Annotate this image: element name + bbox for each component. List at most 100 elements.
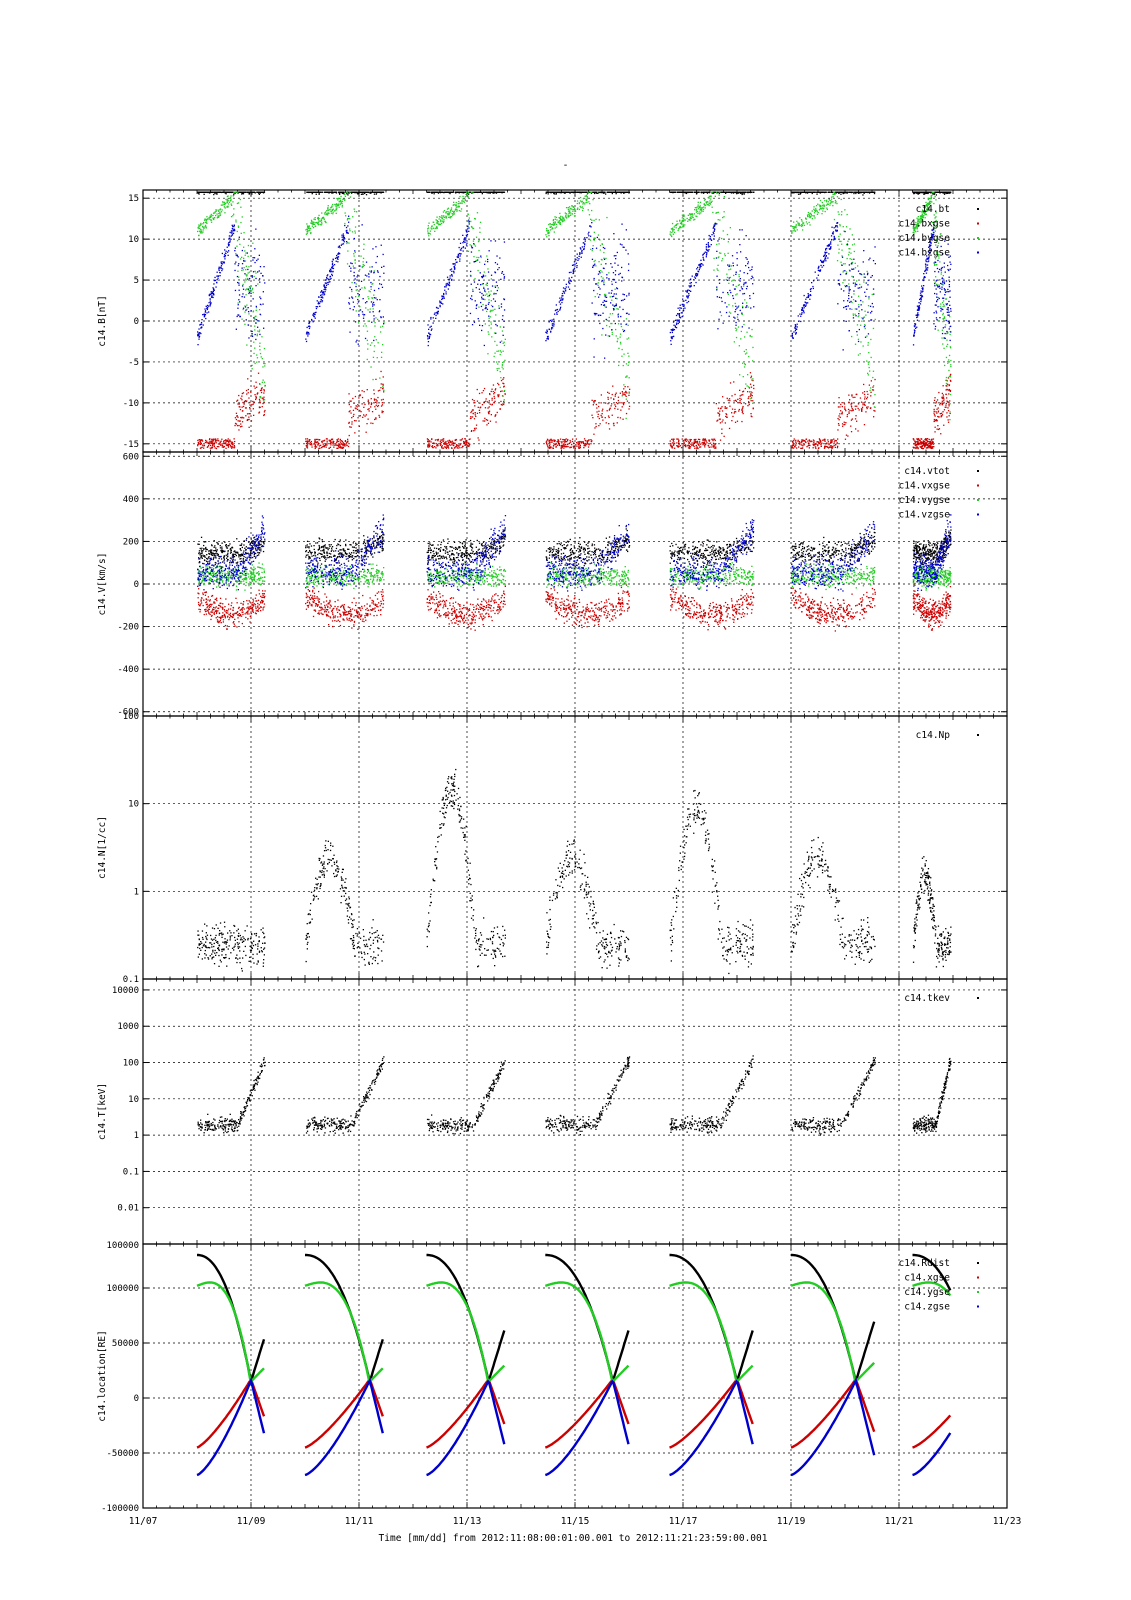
data-point bbox=[715, 446, 717, 448]
data-point bbox=[241, 256, 243, 258]
data-point bbox=[210, 219, 212, 221]
data-point bbox=[309, 439, 311, 441]
data-point bbox=[231, 446, 233, 448]
data-point bbox=[921, 192, 923, 194]
data-point bbox=[681, 438, 683, 440]
data-point bbox=[255, 309, 257, 311]
data-point bbox=[227, 203, 230, 205]
data-point bbox=[208, 442, 210, 444]
data-point bbox=[852, 409, 854, 412]
data-point bbox=[942, 396, 945, 398]
data-point bbox=[383, 391, 385, 393]
data-point bbox=[254, 347, 256, 349]
data-point bbox=[466, 192, 468, 194]
data-point bbox=[847, 435, 849, 437]
data-point bbox=[927, 445, 929, 448]
data-point bbox=[445, 442, 447, 444]
data-point bbox=[354, 432, 356, 434]
data-point bbox=[592, 199, 594, 201]
data-point bbox=[443, 215, 445, 217]
data-point bbox=[738, 410, 740, 412]
data-point bbox=[629, 388, 631, 390]
data-point bbox=[499, 191, 501, 193]
data-point bbox=[348, 434, 350, 437]
data-point bbox=[222, 444, 224, 447]
data-point bbox=[228, 441, 230, 443]
data-point bbox=[225, 439, 227, 441]
data-point bbox=[731, 191, 733, 193]
data-point bbox=[726, 416, 728, 418]
data-point bbox=[341, 200, 344, 202]
data-point bbox=[750, 397, 753, 399]
data-point bbox=[447, 447, 450, 449]
data-point bbox=[447, 214, 449, 216]
data-point bbox=[626, 400, 629, 402]
data-point bbox=[703, 439, 705, 441]
data-point bbox=[336, 207, 338, 209]
data-point bbox=[742, 394, 744, 396]
data-point bbox=[838, 424, 840, 426]
data-point bbox=[231, 441, 234, 443]
data-point bbox=[547, 447, 549, 449]
data-point bbox=[219, 443, 221, 445]
data-point bbox=[614, 404, 616, 406]
data-point bbox=[242, 410, 244, 412]
data-point bbox=[912, 438, 914, 440]
data-point bbox=[216, 217, 218, 219]
data-point bbox=[750, 375, 753, 377]
data-point bbox=[206, 216, 208, 218]
data-point bbox=[260, 388, 263, 390]
data-point bbox=[225, 441, 227, 443]
data-point bbox=[694, 447, 696, 449]
data-point bbox=[344, 193, 346, 196]
data-point bbox=[702, 438, 704, 440]
data-point bbox=[255, 395, 257, 398]
data-point bbox=[546, 438, 549, 440]
data-point bbox=[547, 191, 549, 193]
data-point bbox=[576, 200, 579, 202]
data-point bbox=[245, 389, 248, 392]
data-point bbox=[479, 191, 481, 193]
data-point bbox=[261, 191, 263, 193]
data-point bbox=[831, 441, 833, 443]
data-point bbox=[624, 191, 627, 193]
data-point bbox=[327, 205, 329, 207]
data-point bbox=[314, 191, 316, 193]
data-point bbox=[628, 394, 630, 396]
data-point bbox=[238, 420, 241, 422]
data-point bbox=[862, 191, 864, 193]
data-point bbox=[587, 443, 589, 445]
data-point bbox=[626, 375, 628, 377]
data-point bbox=[215, 439, 217, 441]
data-point bbox=[753, 387, 755, 390]
data-point bbox=[705, 439, 707, 441]
data-point bbox=[497, 396, 499, 398]
data-point bbox=[356, 289, 358, 291]
data-point bbox=[941, 396, 943, 398]
data-point bbox=[579, 440, 581, 443]
data-point bbox=[445, 215, 447, 217]
data-point bbox=[625, 395, 627, 397]
data-point bbox=[258, 406, 261, 408]
data-point bbox=[824, 445, 826, 448]
data-point bbox=[348, 393, 350, 395]
data-point bbox=[322, 191, 324, 193]
data-point bbox=[584, 439, 586, 442]
data-point bbox=[595, 265, 597, 267]
data-point bbox=[447, 444, 449, 447]
data-point bbox=[849, 409, 851, 412]
data-point bbox=[380, 356, 383, 358]
data-point bbox=[921, 445, 923, 447]
data-point bbox=[949, 412, 951, 415]
data-point bbox=[703, 442, 705, 444]
data-point bbox=[475, 236, 478, 238]
data-point bbox=[694, 209, 696, 211]
data-point bbox=[856, 420, 858, 422]
data-point bbox=[484, 260, 487, 262]
data-point bbox=[259, 192, 261, 194]
data-point bbox=[491, 191, 493, 193]
data-point bbox=[742, 191, 744, 193]
data-point bbox=[791, 446, 793, 448]
data-point bbox=[929, 443, 931, 445]
data-point bbox=[329, 208, 331, 211]
